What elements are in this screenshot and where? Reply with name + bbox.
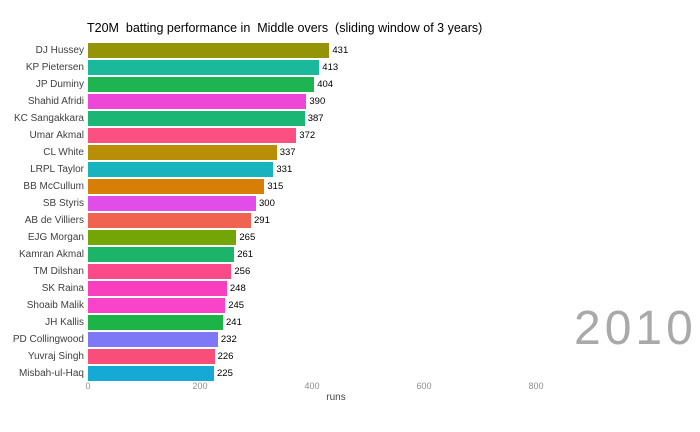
player-label: LRPL Taylor xyxy=(30,164,84,175)
player-label: EJG Morgan xyxy=(27,232,84,243)
bar xyxy=(88,60,320,75)
bar xyxy=(88,298,226,313)
bar xyxy=(88,162,274,177)
bar-row: BB McCullum 315 xyxy=(0,179,700,194)
bar-value-label: 226 xyxy=(217,351,234,362)
bar-row: EJG Morgan 265 xyxy=(0,230,700,245)
x-tick-label: 0 xyxy=(85,381,91,391)
x-tick-label: 400 xyxy=(304,381,320,391)
bar-value-label: 261 xyxy=(237,249,254,260)
chart-title: T20M batting performance in Middle overs… xyxy=(87,21,483,35)
player-label: Kamran Akmal xyxy=(18,249,84,260)
player-label: Yuvraj Singh xyxy=(27,351,84,362)
bar-row: Kamran Akmal 261 xyxy=(0,247,700,262)
player-label: Shoaib Malik xyxy=(26,300,84,311)
player-label: JH Kallis xyxy=(45,317,84,328)
bar-row: LRPL Taylor 331 xyxy=(0,162,700,177)
bar-row: SK Raina 248 xyxy=(0,281,700,296)
player-label: Shahid Afridi xyxy=(27,96,84,107)
bar-value-label: 232 xyxy=(220,334,237,345)
bar-value-label: 265 xyxy=(239,232,256,243)
bar-value-label: 225 xyxy=(217,368,233,379)
player-label: AB de Villiers xyxy=(24,215,84,226)
bar-value-label: 248 xyxy=(229,283,246,294)
bar xyxy=(88,247,235,262)
bar-value-label: 413 xyxy=(322,62,339,73)
bar-row: KP Pietersen 413 xyxy=(0,60,700,75)
bar xyxy=(88,315,223,330)
bar-row: Yuvraj Singh 226 xyxy=(0,349,700,364)
bar-row: JH Kallis 241 xyxy=(0,315,700,330)
bar-value-label: 300 xyxy=(259,198,275,209)
player-label: Misbah-ul-Haq xyxy=(18,368,84,379)
player-label: PD Collingwood xyxy=(12,334,84,345)
x-tick-label: 600 xyxy=(416,381,432,391)
bar-row: DJ Hussey 431 xyxy=(0,43,700,58)
bar-row: PD Collingwood 232 xyxy=(0,332,700,347)
bar xyxy=(88,77,315,92)
player-label: CL White xyxy=(43,147,84,158)
bar xyxy=(88,264,232,279)
bar-row: CL White 337 xyxy=(0,145,700,160)
bar xyxy=(88,366,214,381)
bar-row: TM Dilshan 256 xyxy=(0,264,700,279)
player-label: SB Styris xyxy=(42,198,84,209)
bar-value-label: 404 xyxy=(317,79,334,90)
player-label: TM Dilshan xyxy=(33,266,84,277)
x-axis-label: runs xyxy=(326,392,346,403)
player-label: Umar Akmal xyxy=(29,130,84,141)
bar xyxy=(88,196,256,211)
bar-row: Shahid Afridi 390 xyxy=(0,94,700,109)
bar xyxy=(88,43,330,58)
bar-value-label: 387 xyxy=(307,113,324,124)
bar-row: Umar Akmal 372 xyxy=(0,128,700,143)
bar-value-label: 372 xyxy=(299,130,316,141)
x-tick-label: 800 xyxy=(528,381,544,391)
bar xyxy=(88,94,307,109)
player-label: DJ Hussey xyxy=(35,45,84,56)
bar-value-label: 431 xyxy=(332,45,349,56)
player-label: BB McCullum xyxy=(23,181,84,192)
player-label: KP Pietersen xyxy=(25,62,84,73)
x-tick-label: 200 xyxy=(192,381,208,391)
bar xyxy=(88,145,277,160)
bar-value-label: 337 xyxy=(279,147,296,158)
bar-row: Shoaib Malik 245 xyxy=(0,298,700,313)
bar xyxy=(88,179,265,194)
bar xyxy=(88,230,237,245)
bar-value-label: 256 xyxy=(234,266,251,277)
bar-value-label: 241 xyxy=(226,317,242,328)
bar xyxy=(88,332,218,347)
player-label: SK Raina xyxy=(41,283,84,294)
bar-value-label: 245 xyxy=(228,300,245,311)
player-label: JP Duminy xyxy=(35,79,84,90)
bar-value-label: 331 xyxy=(276,164,293,175)
bar-row: Misbah-ul-Haq 225 xyxy=(0,366,700,381)
bar-row: KC Sangakkara 387 xyxy=(0,111,700,126)
bar-value-label: 315 xyxy=(267,181,284,192)
bar-value-label: 291 xyxy=(254,215,270,226)
bar xyxy=(88,281,227,296)
bar-row: JP Duminy 404 xyxy=(0,77,700,92)
bar-row: AB de Villiers 291 xyxy=(0,213,700,228)
bar xyxy=(88,213,251,228)
bar xyxy=(88,128,297,143)
bar xyxy=(88,111,305,126)
bar-value-label: 390 xyxy=(309,96,326,107)
player-label: KC Sangakkara xyxy=(13,113,84,124)
year-watermark: 2010 xyxy=(574,302,697,355)
bar-row: SB Styris 300 xyxy=(0,196,700,211)
bar xyxy=(88,349,215,364)
